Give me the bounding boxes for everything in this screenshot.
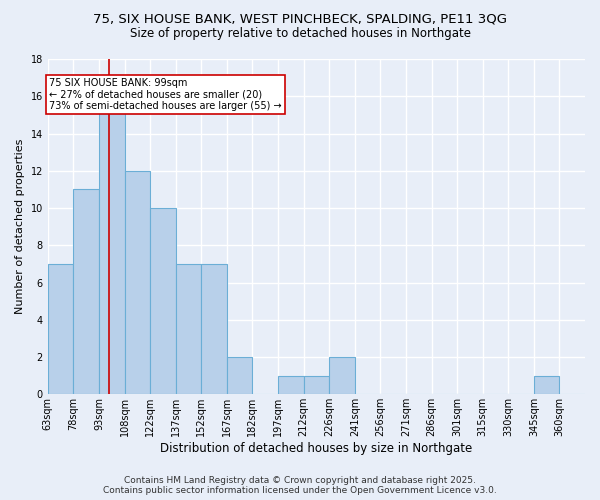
Bar bbox=[534, 376, 559, 394]
Bar bbox=[125, 171, 150, 394]
Y-axis label: Number of detached properties: Number of detached properties bbox=[15, 139, 25, 314]
Bar bbox=[278, 376, 304, 394]
X-axis label: Distribution of detached houses by size in Northgate: Distribution of detached houses by size … bbox=[160, 442, 473, 455]
Text: 75 SIX HOUSE BANK: 99sqm
← 27% of detached houses are smaller (20)
73% of semi-d: 75 SIX HOUSE BANK: 99sqm ← 27% of detach… bbox=[49, 78, 281, 111]
Bar bbox=[329, 357, 355, 395]
Bar bbox=[304, 376, 329, 394]
Text: 75, SIX HOUSE BANK, WEST PINCHBECK, SPALDING, PE11 3QG: 75, SIX HOUSE BANK, WEST PINCHBECK, SPAL… bbox=[93, 12, 507, 26]
Bar bbox=[48, 264, 73, 394]
Bar bbox=[73, 190, 99, 394]
Bar bbox=[150, 208, 176, 394]
Text: Contains HM Land Registry data © Crown copyright and database right 2025.
Contai: Contains HM Land Registry data © Crown c… bbox=[103, 476, 497, 495]
Bar bbox=[227, 357, 253, 395]
Text: Size of property relative to detached houses in Northgate: Size of property relative to detached ho… bbox=[130, 28, 470, 40]
Bar bbox=[201, 264, 227, 394]
Bar bbox=[99, 78, 125, 394]
Bar bbox=[176, 264, 201, 394]
